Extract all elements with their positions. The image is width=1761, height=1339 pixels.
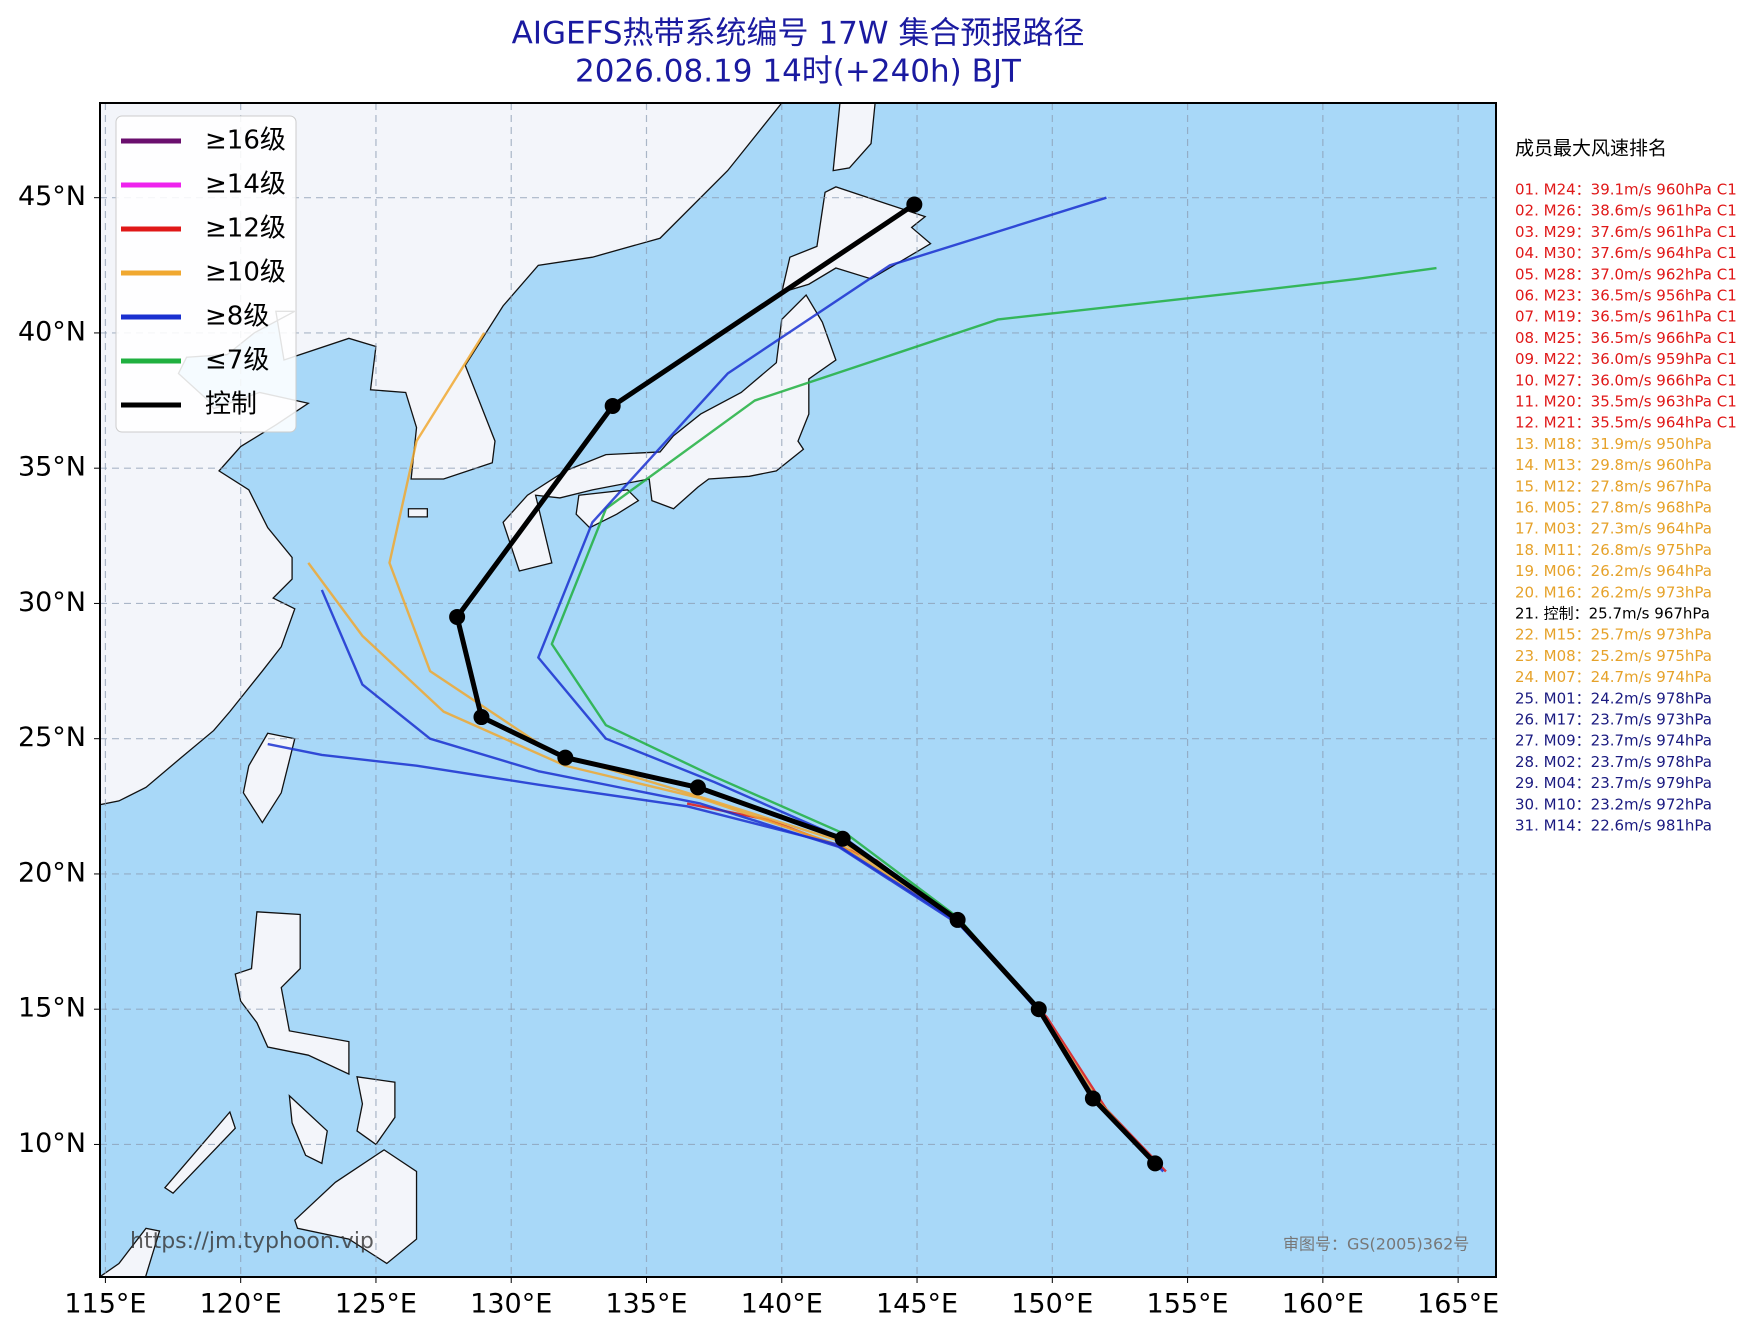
control-point	[604, 397, 621, 414]
chart-title: AIGEFS热带系统编号 17W 集合预报路径	[512, 16, 1085, 52]
ranking-item: 23. M08：25.2m/s 975hPa	[1515, 647, 1712, 665]
control-point	[834, 830, 851, 847]
legend-label: 控制	[205, 390, 257, 420]
ranking-item: 02. M26：38.6m/s 961hPa C1	[1515, 202, 1737, 220]
ranking-item: 13. M18：31.9m/s 950hPa	[1515, 435, 1712, 453]
x-tick-label: 120°E	[200, 1289, 282, 1320]
land	[234, 911, 350, 1076]
x-tick-label: 160°E	[1282, 1289, 1364, 1320]
control-point	[689, 779, 706, 796]
land	[832, 103, 876, 172]
y-tick-label: 45°N	[18, 181, 86, 212]
land	[100, 1227, 161, 1277]
ranking-item: 15. M12：27.8m/s 967hPa	[1515, 477, 1712, 495]
x-tick-label: 140°E	[741, 1289, 823, 1320]
ranking-item: 14. M13：29.8m/s 960hPa	[1515, 456, 1712, 474]
ranking-item: 05. M28：37.0m/s 962hPa C1	[1515, 265, 1737, 283]
land	[356, 1076, 396, 1146]
legend-label: ≥16级	[205, 126, 286, 156]
ranking-item: 12. M21：35.5m/s 964hPa C1	[1515, 414, 1737, 432]
y-tick-label: 30°N	[18, 587, 86, 618]
ranking-item: 22. M15：25.7m/s 973hPa	[1515, 626, 1712, 644]
ranking-item: 30. M10：23.2m/s 972hPa	[1515, 795, 1712, 813]
y-tick-label: 25°N	[18, 722, 86, 753]
y-tick-label: 15°N	[18, 993, 86, 1024]
ranking-item: 03. M29：37.6m/s 961hPa C1	[1515, 223, 1737, 241]
ranking-item: 16. M05：27.8m/s 968hPa	[1515, 499, 1712, 517]
ranking-item: 17. M03：27.3m/s 964hPa	[1515, 520, 1712, 538]
control-point	[1147, 1155, 1164, 1172]
legend-label: ≥14级	[205, 170, 286, 200]
ranking-item: 21. 控制：25.7m/s 967hPa	[1515, 605, 1710, 623]
ranking-item: 08. M25：36.5m/s 966hPa C1	[1515, 329, 1737, 347]
source-url: https://jm.typhoon.vip	[130, 1229, 374, 1254]
control-point	[906, 196, 923, 213]
control-point	[557, 749, 574, 766]
map-frame	[99, 102, 1497, 1278]
legend-label: ≥12级	[205, 214, 286, 244]
ranking-item: 24. M07：24.7m/s 974hPa	[1515, 668, 1712, 686]
x-tick-label: 145°E	[876, 1289, 958, 1320]
x-tick-label: 125°E	[335, 1289, 417, 1320]
ranking-item: 19. M06：26.2m/s 964hPa	[1515, 562, 1712, 580]
land	[163, 1110, 237, 1194]
ranking-item: 27. M09：23.7m/s 974hPa	[1515, 732, 1712, 750]
ranking-title: 成员最大风速排名	[1515, 138, 1667, 160]
y-tick-label: 10°N	[18, 1128, 86, 1159]
y-tick-label: 40°N	[18, 316, 86, 347]
ranking-item: 25. M01：24.2m/s 978hPa	[1515, 689, 1712, 707]
ranking-item: 20. M16：26.2m/s 973hPa	[1515, 583, 1712, 601]
land	[407, 508, 429, 518]
land	[294, 1149, 418, 1265]
chart-subtitle: 2026.08.19 14时(+240h) BJT	[575, 54, 1022, 90]
map-approval: 审图号：GS(2005)362号	[1283, 1235, 1469, 1254]
ranking-item: 09. M22：36.0m/s 959hPa C1	[1515, 350, 1737, 368]
control-point	[449, 608, 466, 625]
y-tick-label: 35°N	[18, 452, 86, 483]
legend-label: ≥10级	[205, 258, 286, 288]
ranking-item: 06. M23：36.5m/s 956hPa C1	[1515, 287, 1737, 305]
x-tick-label: 115°E	[64, 1289, 146, 1320]
ranking-item: 11. M20：35.5m/s 963hPa C1	[1515, 393, 1737, 411]
control-point	[1084, 1090, 1101, 1107]
land	[288, 1094, 328, 1165]
x-tick-label: 130°E	[470, 1289, 552, 1320]
ranking-item: 04. M30：37.6m/s 964hPa C1	[1515, 244, 1737, 262]
control-point	[949, 911, 966, 928]
ranking-item: 10. M27：36.0m/s 966hPa C1	[1515, 371, 1737, 389]
x-tick-label: 135°E	[605, 1289, 687, 1320]
ranking-item: 28. M02：23.7m/s 978hPa	[1515, 753, 1712, 771]
control-point	[473, 709, 490, 726]
legend-label: ≥8级	[205, 302, 269, 332]
ranking-item: 26. M17：23.7m/s 973hPa	[1515, 711, 1712, 729]
legend-box	[115, 115, 297, 433]
ranking-item: 18. M11：26.8m/s 975hPa	[1515, 541, 1712, 559]
y-tick-label: 20°N	[18, 857, 86, 888]
x-tick-label: 150°E	[1011, 1289, 1093, 1320]
ranking-item: 29. M04：23.7m/s 979hPa	[1515, 774, 1712, 792]
x-tick-label: 155°E	[1147, 1289, 1229, 1320]
ranking-item: 07. M19：36.5m/s 961hPa C1	[1515, 308, 1737, 326]
legend-label: ≤7级	[205, 346, 269, 376]
x-tick-label: 165°E	[1417, 1289, 1499, 1320]
control-point	[1030, 1001, 1047, 1018]
ranking-item: 01. M24：39.1m/s 960hPa C1	[1515, 181, 1737, 199]
ranking-item: 31. M14：22.6m/s 981hPa	[1515, 817, 1712, 835]
